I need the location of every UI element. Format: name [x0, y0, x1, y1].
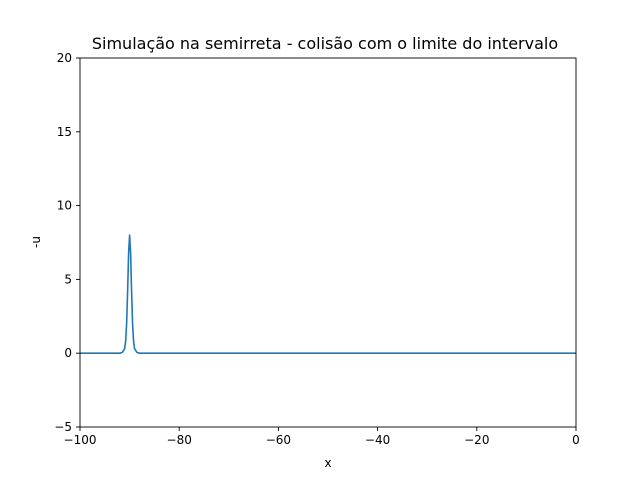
x-tick-label: −100: [64, 433, 97, 447]
y-axis-label: -u: [29, 236, 43, 248]
x-axis-ticks: −100 −80 −60 −40 −20 0: [64, 427, 580, 447]
y-tick-label: 10: [57, 199, 72, 213]
y-tick-label: 20: [57, 51, 72, 65]
series-line-1: [80, 234, 576, 355]
axes-frame: [79, 57, 577, 428]
plot-area: [79, 57, 577, 428]
x-tick-label: −20: [464, 433, 489, 447]
x-axis-label: x: [324, 456, 331, 470]
y-tick-label: −5: [54, 420, 72, 434]
chart-title: Simulação na semirreta - colisão com o l…: [92, 34, 558, 53]
y-axis-ticks: −5 0 5 10 15 20: [54, 51, 80, 434]
y-tick-label: 0: [64, 346, 72, 360]
x-tick-label: −60: [266, 433, 291, 447]
x-tick-label: −40: [365, 433, 390, 447]
y-tick-label: 15: [57, 125, 72, 139]
y-tick-label: 5: [64, 272, 72, 286]
x-tick-label: 0: [572, 433, 580, 447]
x-tick-label: −80: [167, 433, 192, 447]
